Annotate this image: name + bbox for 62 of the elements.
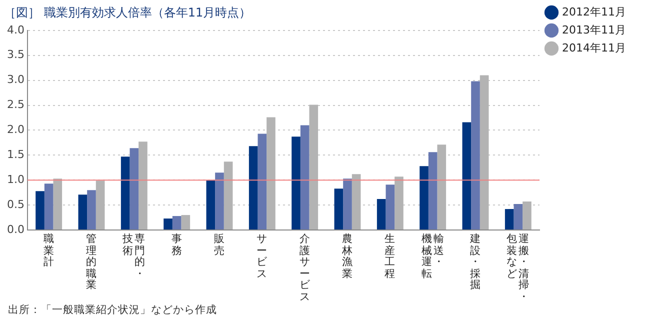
x-tick-label: サービス	[256, 233, 268, 280]
bar	[130, 148, 139, 230]
legend-label: 2013年11月	[562, 23, 626, 36]
x-tick-label: 販売	[214, 233, 225, 257]
bar	[514, 204, 523, 230]
bar	[480, 75, 489, 230]
bar	[437, 144, 446, 230]
x-tick-label: 事務	[171, 233, 182, 257]
x-tick-label: 介護サービス	[299, 233, 310, 303]
bar	[206, 180, 216, 230]
bar	[248, 146, 258, 230]
y-tick-label: 4.0	[6, 23, 24, 36]
bar	[309, 104, 318, 230]
bar	[53, 178, 62, 230]
y-tick-label: 2.0	[6, 123, 24, 136]
bar	[343, 178, 352, 230]
bar	[352, 174, 361, 230]
x-tick-label: 管理的職業	[86, 233, 97, 292]
y-tick-label: 2.5	[6, 98, 24, 112]
bar	[428, 152, 438, 230]
bar	[258, 134, 267, 230]
bar	[36, 191, 44, 230]
legend-label: 2012年11月	[562, 5, 626, 18]
bar	[266, 117, 276, 230]
bar	[504, 209, 514, 230]
x-tick-label: 農林漁業	[342, 233, 353, 280]
bar	[44, 184, 54, 230]
bar	[224, 162, 233, 230]
bar	[334, 188, 344, 230]
bar	[420, 166, 428, 230]
bar	[394, 176, 404, 230]
x-tick-label: 建設・採掘	[470, 233, 481, 292]
bar	[386, 184, 395, 230]
bar	[172, 216, 182, 230]
x-tick-label: 生産工程	[384, 233, 396, 280]
bar	[96, 180, 105, 230]
y-tick-label: 3.0	[6, 73, 24, 86]
bar	[215, 172, 224, 230]
bar	[471, 81, 480, 230]
bar	[78, 194, 88, 230]
category-label: 運搬・清掃・包装など	[506, 233, 530, 302]
legend-label: 2014年11月	[562, 41, 626, 54]
bar	[120, 156, 130, 230]
bar	[292, 136, 300, 230]
bar	[376, 199, 386, 230]
bar	[462, 122, 472, 230]
y-tick-label: 1.0	[6, 172, 24, 186]
bar	[138, 142, 148, 230]
category-label: 専門的・技術	[122, 233, 146, 280]
x-tick-label: 職業計	[43, 233, 54, 268]
y-tick-label: 1.5	[6, 148, 24, 162]
bar	[87, 190, 96, 230]
x-tick-label: 輸送・機械運転	[421, 233, 444, 280]
text: 出所：「一般職業紹介状況」などから作成	[8, 303, 217, 316]
bar	[181, 215, 190, 230]
bar	[300, 125, 310, 230]
y-tick-label: 3.5	[6, 48, 24, 62]
bar	[164, 218, 172, 230]
y-tick-label: 0.0	[6, 222, 24, 236]
bar	[522, 202, 532, 230]
y-tick-label: 0.5	[6, 198, 24, 211]
chart-title: ［図］ 職業別有効求人倍率（各年11月時点）	[4, 5, 252, 20]
